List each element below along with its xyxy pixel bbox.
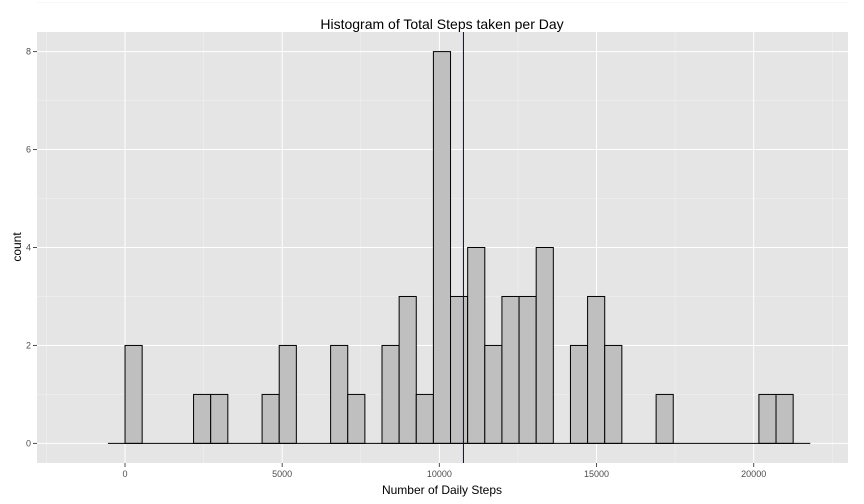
y-tick-label: 8 xyxy=(26,47,31,57)
histogram-bar-20 xyxy=(450,295,469,444)
histogram-bar-14 xyxy=(347,393,366,444)
histogram-bar-10 xyxy=(278,344,297,444)
histogram-bar-13 xyxy=(330,344,349,444)
histogram-bar-27 xyxy=(569,344,589,444)
histogram-bar-5 xyxy=(193,393,212,444)
y-tick-label: 0 xyxy=(26,438,31,448)
histogram-bar-39 xyxy=(775,393,794,444)
histogram-bar-1 xyxy=(124,344,143,444)
x-tick-label: 0 xyxy=(123,469,128,479)
x-tick-label: 20000 xyxy=(741,469,766,479)
histogram-bar-32 xyxy=(655,393,674,444)
histogram-bar-18 xyxy=(415,393,434,444)
x-tick-label: 5000 xyxy=(272,469,292,479)
histogram-bar-38 xyxy=(758,393,777,444)
chart-title: Histogram of Total Steps taken per Day xyxy=(320,16,563,32)
histogram-bar-21 xyxy=(467,247,486,444)
histogram-bar-29 xyxy=(604,344,623,444)
histogram-bar-6 xyxy=(210,393,229,444)
x-tick-label: 10000 xyxy=(427,469,452,479)
histogram-bar-24 xyxy=(518,295,537,444)
x-tick-label: 15000 xyxy=(584,469,609,479)
y-axis-label: count xyxy=(10,232,24,262)
histogram-bar-25 xyxy=(535,247,554,444)
histogram-bar-22 xyxy=(484,344,503,444)
y-tick-label: 6 xyxy=(26,145,31,155)
histogram-bar-9 xyxy=(261,393,280,444)
histogram-bar-28 xyxy=(587,295,606,444)
y-tick-label: 2 xyxy=(26,340,31,350)
histogram-bar-23 xyxy=(501,295,520,444)
y-tick-label: 4 xyxy=(26,243,31,253)
histogram-bar-19 xyxy=(432,51,452,444)
histogram-bar-16 xyxy=(381,344,400,444)
bars-group xyxy=(124,51,794,444)
x-axis: 0 5000 10000 15000 20000 xyxy=(123,463,766,479)
histogram-bar-17 xyxy=(398,295,417,444)
y-axis: 0 2 4 6 8 xyxy=(26,47,37,448)
x-axis-label: Number of Daily Steps xyxy=(382,483,502,497)
